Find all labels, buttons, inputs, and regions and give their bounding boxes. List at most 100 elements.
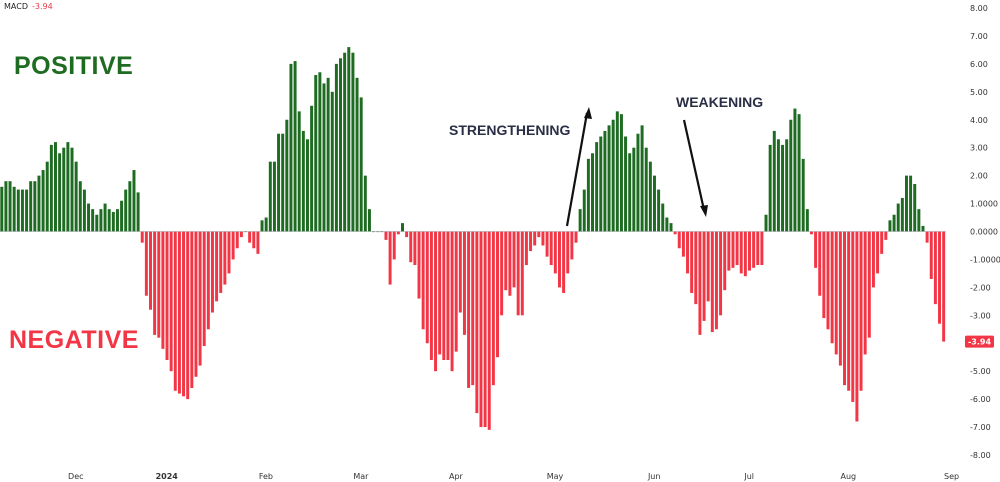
strengthening-arrow bbox=[565, 112, 589, 227]
histogram-bar bbox=[186, 231, 190, 400]
histogram-bar bbox=[310, 105, 314, 232]
histogram-bar bbox=[719, 231, 723, 316]
y-tick-label: 2.00 bbox=[970, 172, 988, 181]
histogram-bar bbox=[99, 209, 103, 232]
x-tick-label: Feb bbox=[259, 472, 273, 481]
histogram-bar bbox=[851, 231, 855, 402]
histogram-bar bbox=[70, 147, 74, 232]
histogram-bar bbox=[388, 231, 392, 285]
histogram-bar bbox=[698, 231, 702, 335]
histogram-bar bbox=[768, 144, 772, 232]
histogram-bar bbox=[425, 231, 429, 344]
histogram-bar bbox=[182, 231, 186, 397]
histogram-bar bbox=[219, 231, 223, 293]
histogram-bar bbox=[29, 181, 33, 232]
histogram-bar bbox=[789, 119, 793, 232]
histogram-bar bbox=[855, 231, 859, 422]
histogram-bar bbox=[475, 231, 479, 414]
histogram-bar bbox=[20, 189, 24, 232]
histogram-bar bbox=[599, 136, 603, 232]
y-tick-label: 1.0000 bbox=[970, 200, 998, 209]
histogram-bar bbox=[648, 161, 652, 232]
histogram-bar bbox=[4, 181, 8, 232]
histogram-bar bbox=[355, 77, 359, 232]
histogram-bar bbox=[49, 144, 53, 232]
histogram-bar bbox=[681, 231, 685, 257]
histogram-bar bbox=[615, 111, 619, 232]
histogram-bar bbox=[653, 175, 656, 232]
x-tick-label: Dec bbox=[68, 472, 83, 481]
y-tick-label: -6.00 bbox=[970, 395, 991, 404]
histogram-bar bbox=[628, 153, 632, 232]
weakening-arrow-head bbox=[700, 205, 708, 217]
histogram-bar bbox=[677, 231, 681, 249]
histogram-bar bbox=[161, 231, 165, 349]
histogram-bar bbox=[913, 184, 917, 232]
histogram-bar bbox=[367, 209, 371, 232]
indicator-header: MACD -3.94 bbox=[4, 2, 53, 11]
histogram-bar bbox=[41, 170, 45, 232]
histogram-bar bbox=[619, 114, 623, 232]
histogram-bar bbox=[277, 133, 281, 232]
histogram-bar bbox=[343, 52, 347, 232]
histogram-bar bbox=[95, 214, 99, 232]
histogram-bar bbox=[830, 231, 834, 344]
histogram-bar bbox=[541, 231, 545, 246]
histogram-bar bbox=[805, 209, 809, 232]
histogram-bar bbox=[227, 231, 231, 274]
histogram-bar bbox=[128, 181, 132, 232]
negative-annotation: NEGATIVE bbox=[9, 326, 139, 354]
histogram-bar bbox=[91, 209, 95, 232]
histogram-bar bbox=[863, 231, 867, 355]
histogram-bar bbox=[359, 97, 363, 232]
histogram-bar bbox=[884, 231, 888, 240]
histogram-bar bbox=[921, 225, 925, 232]
histogram-bar bbox=[665, 217, 669, 232]
histogram-bar bbox=[756, 231, 760, 266]
histogram-bar bbox=[293, 61, 297, 232]
histogram-bar bbox=[818, 231, 822, 296]
histogram-bar bbox=[553, 231, 557, 274]
histogram-bar bbox=[318, 72, 322, 232]
histogram-bar bbox=[582, 189, 586, 232]
histogram-bar bbox=[636, 133, 640, 232]
histogram-bar bbox=[194, 231, 198, 377]
strengthening-annotation: STRENGTHENING bbox=[449, 122, 571, 138]
histogram-bar bbox=[880, 231, 884, 254]
x-tick-label: Jul bbox=[743, 472, 754, 481]
histogram-bar bbox=[136, 192, 140, 232]
histogram-bar bbox=[496, 231, 499, 358]
histogram-bar bbox=[809, 231, 813, 235]
histogram-bar bbox=[467, 231, 471, 388]
x-tick-label: Sep bbox=[944, 472, 959, 481]
histogram-bar bbox=[115, 209, 119, 232]
histogram-bar bbox=[446, 231, 450, 361]
histogram-bar bbox=[215, 231, 219, 302]
histogram-bar bbox=[87, 203, 91, 232]
x-tick-label: May bbox=[547, 472, 564, 481]
histogram-bar bbox=[462, 231, 466, 335]
histogram-bar bbox=[301, 130, 305, 232]
last-value-badge bbox=[965, 335, 994, 348]
histogram-bar bbox=[264, 217, 268, 232]
histogram-bar bbox=[206, 231, 210, 330]
histogram-bar bbox=[396, 231, 400, 235]
y-tick-label: 7.00 bbox=[970, 32, 988, 41]
histogram-bar bbox=[714, 231, 718, 330]
histogram-bar bbox=[640, 125, 644, 232]
histogram-bar bbox=[607, 125, 611, 232]
histogram-bar bbox=[892, 214, 896, 232]
histogram-bar bbox=[822, 231, 826, 319]
histogram-bar bbox=[442, 231, 446, 361]
histogram-bar bbox=[710, 231, 714, 333]
histogram-bar bbox=[723, 231, 727, 291]
x-tick-label: Apr bbox=[449, 472, 464, 481]
histogram-bar bbox=[198, 231, 202, 366]
histogram-bar bbox=[739, 231, 743, 274]
last-value-label: -3.94 bbox=[968, 338, 991, 347]
histogram-bar bbox=[454, 231, 458, 352]
histogram-bar bbox=[37, 175, 41, 232]
histogram-bar bbox=[401, 223, 404, 232]
histogram-bar bbox=[661, 203, 665, 232]
histogram-bar bbox=[231, 231, 235, 260]
